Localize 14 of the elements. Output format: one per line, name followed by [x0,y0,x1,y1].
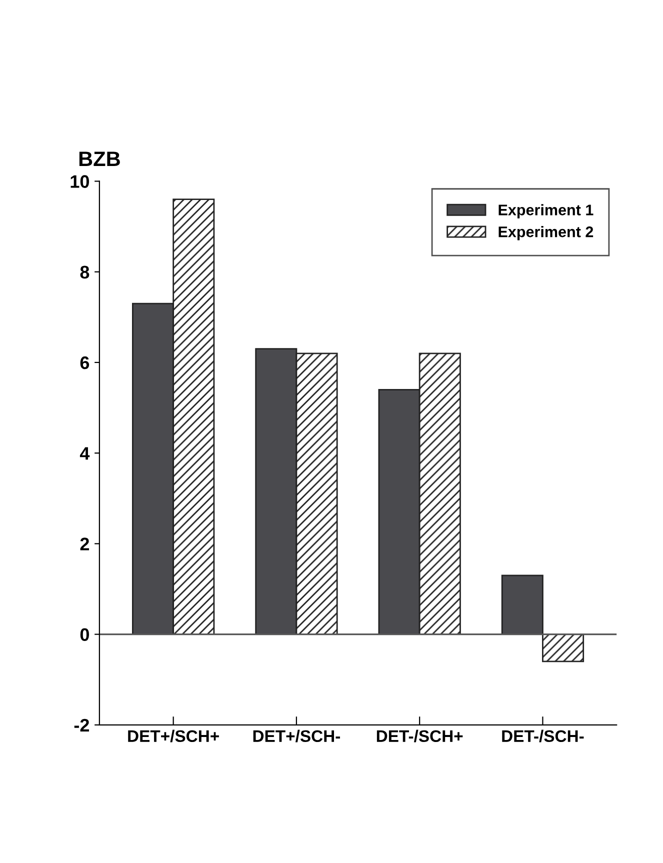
y-tick-label: 10 [70,175,89,188]
y-tick-label: 2 [80,538,90,550]
y-tick-label: 0 [80,628,89,642]
y-tick-label: 4 [80,447,90,460]
y-tick-label: 8 [80,266,90,279]
x-tick-label: DET+/SCH+ [128,730,219,742]
legend-label: Experiment 2 [498,226,594,240]
y-tick-label: 6 [80,356,90,370]
x-tick-label: DET-/SCH+ [376,730,463,742]
y-axis-title: BZB [79,152,120,166]
legend-label: Experiment 1 [498,204,594,218]
y-tick-label: -2 [74,718,90,732]
x-tick-label: DET+/SCH- [253,730,340,742]
x-tick-label: DET-/SCH- [502,730,584,742]
